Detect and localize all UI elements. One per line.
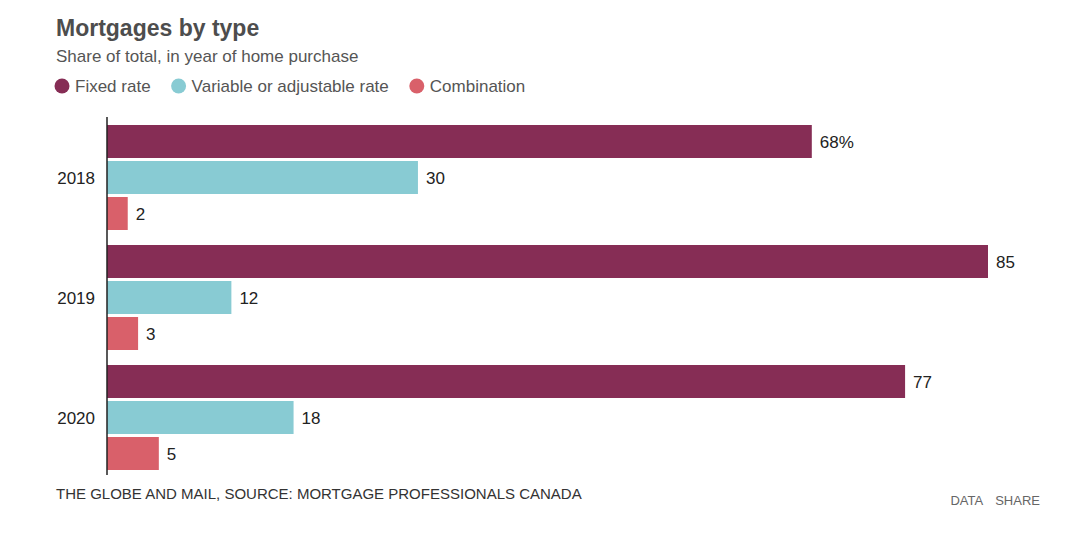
bar bbox=[107, 197, 128, 230]
data-label: 68% bbox=[820, 133, 854, 152]
labels: 2018 68% 30 2 2019 85 12 3 2020 77 18 5 bbox=[57, 133, 1015, 464]
bar bbox=[107, 281, 231, 314]
bar bbox=[107, 365, 905, 398]
legend-swatch bbox=[409, 79, 424, 94]
legend-label: Combination bbox=[430, 77, 525, 96]
data-label: 3 bbox=[146, 325, 155, 344]
chart: Mortgages by type Share of total, in year… bbox=[0, 0, 1080, 535]
axis-line bbox=[106, 117, 108, 475]
bar bbox=[107, 245, 988, 278]
data-label: 77 bbox=[913, 373, 932, 392]
bars bbox=[107, 125, 988, 470]
bar bbox=[107, 125, 812, 158]
bar bbox=[107, 317, 138, 350]
category-label: 2020 bbox=[57, 409, 95, 428]
bar bbox=[107, 401, 294, 434]
data-label: 30 bbox=[426, 169, 445, 188]
legend-swatch bbox=[171, 79, 186, 94]
bar bbox=[107, 161, 418, 194]
link[interactable]: SHARE bbox=[995, 493, 1040, 508]
source: THE GLOBE AND MAIL, SOURCE: MORTGAGE PRO… bbox=[56, 485, 582, 502]
legend-label: Fixed rate bbox=[75, 77, 151, 96]
data-label: 18 bbox=[302, 409, 321, 428]
category-label: 2019 bbox=[57, 289, 95, 308]
data-label: 85 bbox=[996, 253, 1015, 272]
category-label: 2018 bbox=[57, 169, 95, 188]
link[interactable]: DATA bbox=[950, 493, 983, 508]
data-label: 2 bbox=[136, 205, 145, 224]
subtitle: Share of total, in year of home purchase bbox=[56, 47, 358, 66]
bar bbox=[107, 437, 159, 470]
legend-label: Variable or adjustable rate bbox=[192, 77, 389, 96]
title: Mortgages by type bbox=[56, 15, 259, 41]
data-label: 12 bbox=[239, 289, 258, 308]
legend-swatch bbox=[55, 79, 70, 94]
data-label: 5 bbox=[167, 445, 176, 464]
